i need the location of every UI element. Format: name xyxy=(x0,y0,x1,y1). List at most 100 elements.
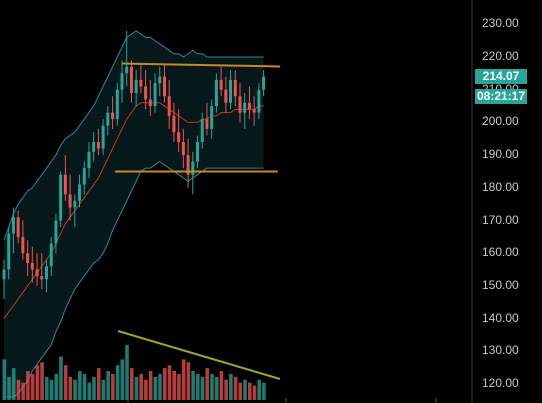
candle-body xyxy=(111,112,115,120)
volume-bar xyxy=(257,379,261,400)
candle-body xyxy=(78,184,82,201)
price-tick-label: 160.00 xyxy=(482,245,519,260)
current-price-tag: 214.07 xyxy=(475,69,527,84)
candle xyxy=(134,70,138,107)
candle xyxy=(2,259,6,299)
candle xyxy=(247,86,251,120)
candle xyxy=(35,253,39,286)
volume-bar xyxy=(16,379,21,400)
candle-body xyxy=(11,217,15,234)
candle xyxy=(78,174,82,208)
volume-trendline[interactable] xyxy=(117,330,281,380)
volume-bar xyxy=(224,379,228,400)
volume-bar xyxy=(205,368,210,400)
price-tick-label: 200.00 xyxy=(482,114,519,129)
candle-body xyxy=(252,109,256,113)
candle xyxy=(96,128,100,156)
candle xyxy=(106,106,110,136)
candle xyxy=(30,246,34,283)
candle-body xyxy=(59,174,63,221)
candle xyxy=(191,151,195,195)
price-tick-label: 170.00 xyxy=(482,212,519,227)
price-tick-label: 220.00 xyxy=(482,49,519,63)
candle xyxy=(162,63,166,103)
volume-bar xyxy=(125,344,129,400)
volume-bar xyxy=(11,368,16,400)
candle xyxy=(210,99,214,139)
candle-body xyxy=(106,112,110,126)
candle xyxy=(158,66,162,97)
candle xyxy=(252,96,256,126)
candle-body xyxy=(73,200,77,208)
candle-body xyxy=(243,102,247,113)
volume-bar xyxy=(63,365,68,400)
candle-body xyxy=(92,142,96,152)
candle xyxy=(54,213,58,254)
candle xyxy=(7,227,11,280)
volume-bar xyxy=(40,362,44,400)
candle xyxy=(26,240,30,277)
bollinger-middle-band xyxy=(3,102,264,319)
candle-body xyxy=(96,142,100,149)
candle-body xyxy=(115,89,119,120)
band-fill xyxy=(4,30,264,398)
volume-bar xyxy=(219,371,224,400)
candle xyxy=(224,76,228,113)
candle xyxy=(139,63,143,93)
volume-bar xyxy=(233,376,238,400)
candle-body xyxy=(200,119,204,143)
candle-body xyxy=(153,83,157,107)
candle xyxy=(214,73,218,113)
resistance-trendline[interactable] xyxy=(121,62,281,68)
volume-bar xyxy=(7,376,11,400)
volume-bar xyxy=(82,373,87,400)
candle-body xyxy=(172,115,176,133)
candle-body xyxy=(144,86,148,100)
candle xyxy=(172,102,176,143)
candle xyxy=(59,171,63,228)
candle-body xyxy=(210,106,214,129)
candle xyxy=(11,207,15,254)
volume-bar xyxy=(2,359,7,400)
volume-bar xyxy=(44,376,49,400)
price-tick-label: 190.00 xyxy=(482,147,519,162)
candle-body xyxy=(63,174,67,195)
volume-bar xyxy=(73,379,77,400)
candle-body xyxy=(134,79,138,93)
candle-body xyxy=(205,119,209,129)
candle xyxy=(73,194,77,228)
volume-bar xyxy=(49,379,54,400)
candle-body xyxy=(262,76,266,90)
candle xyxy=(229,70,233,110)
candle xyxy=(40,253,44,290)
volume-bar xyxy=(92,376,96,400)
volume-bar xyxy=(158,373,162,400)
volume-bars xyxy=(2,344,266,400)
price-tick-label: 230.00 xyxy=(482,16,519,31)
candle xyxy=(257,83,261,120)
candle-body xyxy=(186,155,190,175)
volume-bar xyxy=(210,373,214,400)
candle-body xyxy=(177,132,181,143)
volume-bar xyxy=(144,379,148,400)
candle-body xyxy=(54,220,58,244)
trendlines[interactable] xyxy=(114,62,281,380)
volume-bar xyxy=(78,371,82,400)
candle-body xyxy=(191,161,195,175)
candle-body xyxy=(148,99,152,107)
candle xyxy=(262,70,266,97)
volume-bar xyxy=(148,371,153,400)
candle-body xyxy=(238,96,242,113)
volume-bar xyxy=(87,382,92,400)
candle xyxy=(205,102,209,136)
volume-bar xyxy=(54,373,59,400)
candle xyxy=(49,236,53,277)
candle-body xyxy=(21,236,25,254)
candle xyxy=(111,96,115,129)
candle-body xyxy=(219,79,223,90)
price-axis[interactable]: 230.00220.00210.00200.00190.00180.00170.… xyxy=(472,0,542,403)
candle-body xyxy=(40,276,44,280)
candle xyxy=(238,83,242,123)
volume-bar xyxy=(120,359,125,400)
